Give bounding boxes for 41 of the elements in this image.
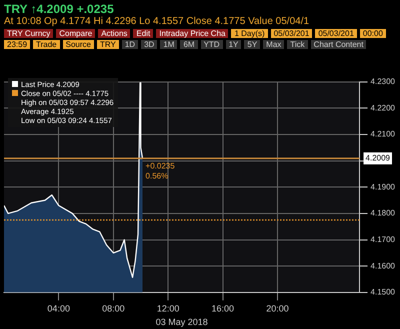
text: 23:59	[4, 40, 30, 49]
text: Chart Content	[310, 40, 366, 49]
y-tick-label: 4.1600	[370, 261, 396, 270]
text: Edit	[133, 29, 154, 38]
y-tick-label: 4.1800	[370, 208, 396, 218]
chart-title: TRY ↑4.2009 +.0235	[4, 2, 115, 16]
text: TRY	[97, 40, 119, 49]
y-tick-label: 4.2200	[370, 103, 396, 112]
text: 1Y	[226, 40, 242, 49]
text: 6M	[180, 40, 198, 49]
x-tick-label: 20:00	[266, 303, 289, 314]
x-tick-label: 04:00	[47, 303, 70, 314]
text: 05/03/201	[315, 29, 357, 38]
text: Compare	[56, 29, 96, 38]
y-tick-label: 4.1900	[370, 182, 396, 192]
chart-subtitle: At 10:08 Op 4.1774 Hi 4.2296 Lo 4.1557 Close 4.1775 Value 05/04/1	[4, 16, 310, 27]
x-tick-label: 16:00	[212, 303, 234, 314]
text: Intraday Price Cha	[156, 29, 228, 38]
text: 05/03/201	[270, 29, 312, 38]
y-tick-label: 4.1700	[370, 234, 396, 244]
x-tick-label: 12:00	[156, 303, 180, 314]
y-tick-label: 4.1500	[370, 288, 396, 297]
text: YTD	[200, 40, 223, 49]
y-tick-label: 4.2300	[370, 77, 396, 86]
ref-line-label: 4.2009	[366, 154, 391, 163]
annotation: +0.0235 0.56%	[146, 162, 176, 181]
text: Source	[62, 40, 94, 49]
text: 1M	[160, 40, 178, 49]
text: 5Y	[244, 40, 260, 49]
text: 1 Day(s)	[231, 29, 268, 38]
text: Max	[263, 40, 284, 49]
text: TRY Curncy	[4, 29, 54, 38]
text: 00:00	[360, 29, 386, 38]
text: 3D	[141, 40, 158, 49]
text: Trade	[33, 40, 60, 49]
x-tick-label: 08:00	[102, 303, 125, 314]
x-axis-title: 03 May 2018	[156, 317, 208, 328]
text: Tick	[287, 40, 308, 49]
y-tick-label: 4.2100	[370, 130, 396, 139]
text: 1D	[122, 40, 138, 49]
text: Actions	[98, 29, 130, 38]
